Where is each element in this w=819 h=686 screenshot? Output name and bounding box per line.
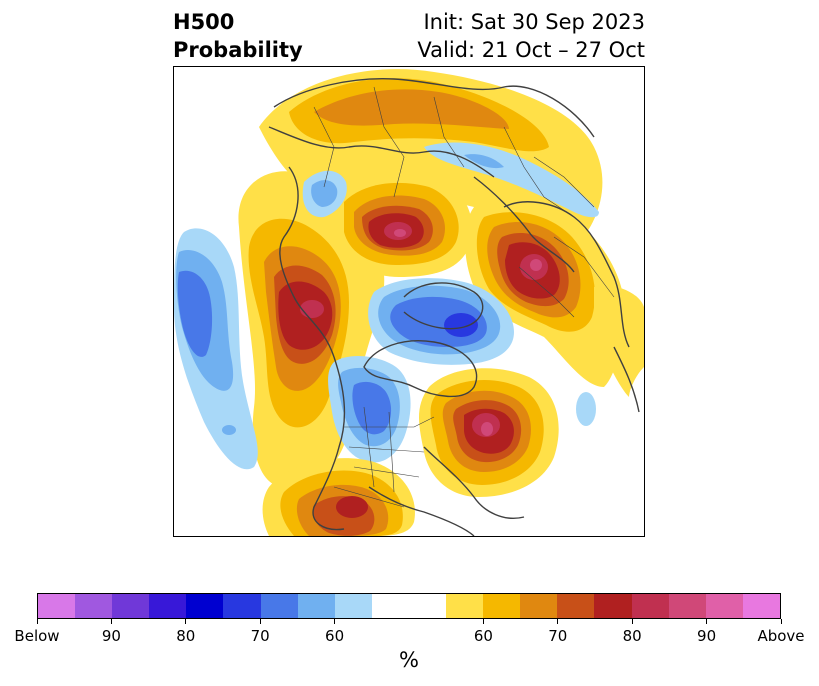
colorbar-tickmark [334,619,336,624]
colorbar-tickmark [259,619,261,624]
map-svg [174,69,644,536]
colorbar-segment [223,594,261,618]
colorbar-tick-label: 80 [622,627,642,645]
title-line1: H500 [173,10,235,34]
colorbar-segment [371,594,447,618]
colorbar-tickmark [780,619,782,624]
colorbar-unit: % [399,648,419,672]
colorbar-tick-label: Below [14,627,60,645]
anomaly-below-light-east [576,392,596,426]
colorbar-tick-label: 90 [101,627,121,645]
colorbar-segment [742,594,780,618]
colorbar-segment [260,594,298,618]
colorbar-segment [631,594,669,618]
anomaly-below-strong-west [177,270,213,357]
anomaly-below-light-north [424,142,599,218]
colorbar-segment [38,594,76,618]
colorbar-segment [594,594,632,618]
anomaly-below-mid-northwest [311,180,338,207]
colorbar-segment [149,594,187,618]
anomaly-above-pink-west [300,300,324,318]
probability-map [173,66,645,537]
colorbar-tick-label: Above [757,627,805,645]
valid-range: Valid: 21 Oct – 27 Oct [417,38,645,62]
colorbar-segment [520,594,558,618]
colorbar-tick-label: 60 [473,627,493,645]
anomaly-above-magenta-atlantic [481,422,493,436]
anomaly-below-mid-spot [222,425,236,435]
colorbar-segment [297,594,335,618]
colorbar-segment [446,594,484,618]
anomaly-above-red-south [336,496,368,518]
anomaly-above-magenta-center [394,229,406,237]
coastlines [268,78,640,536]
colorbar-tick-label: 70 [548,627,568,645]
anomaly-above-light-far-east [594,285,644,397]
colorbar-segment [705,594,743,618]
date-info: Init: Sat 30 Sep 2023 Valid: 21 Oct – 27… [417,8,645,64]
colorbar-tickmark [36,619,38,624]
colorbar-segment [186,594,224,618]
colorbar-tick-label: 60 [325,627,345,645]
colorbar-tick-label: 90 [697,627,717,645]
colorbar-tickmark [557,619,559,624]
colorbar-tick-label: 80 [176,627,196,645]
title-line2: Probability [173,38,303,62]
colorbar-tick-label: 70 [250,627,270,645]
colorbar-segment [557,594,595,618]
colorbar-tickmark [631,619,633,624]
anomaly-below-mid-north [464,154,504,169]
colorbar-tickmark [110,619,112,624]
anomaly-above-magenta-east [530,259,542,271]
map-title: H500 Probability [173,8,303,64]
colorbar-segment [112,594,150,618]
anomaly-below-strong-canada [352,381,392,435]
anomaly-above-orange-north [314,89,509,129]
colorbar-segment [483,594,521,618]
colorbar-segment [334,594,372,618]
colorbar-tickmark [706,619,708,624]
colorbar-segment [75,594,113,618]
anomaly-below-deep-center [444,313,478,337]
colorbar-segment [668,594,706,618]
colorbar-tickmark [482,619,484,624]
borders [313,86,615,508]
colorbar-tickmark [185,619,187,624]
init-date: Init: Sat 30 Sep 2023 [423,10,645,34]
colorbar [37,593,781,619]
